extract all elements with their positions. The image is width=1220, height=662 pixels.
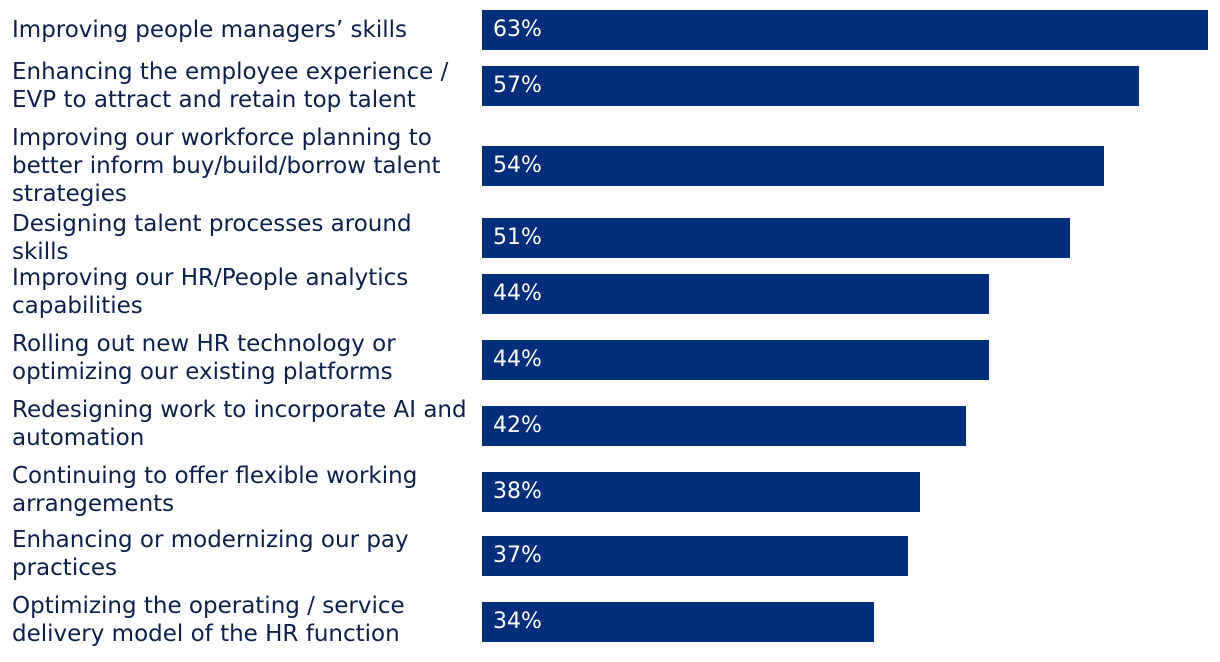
bar-value-label: 37% (493, 543, 542, 568)
bar: 51% (482, 218, 1070, 258)
bar: 42% (482, 406, 966, 446)
category-label: Improving our workforce planning to bett… (12, 125, 441, 207)
bar: 63% (482, 10, 1208, 50)
category-label: Redesigning work to incorporate AI and a… (12, 397, 467, 451)
bar-value-label: 54% (493, 153, 542, 178)
category-label: Continuing to offer flexible working arr… (12, 463, 418, 517)
category-label: Rolling out new HR technology or optimiz… (12, 331, 396, 385)
bar-value-label: 51% (493, 225, 542, 250)
bar: 44% (482, 274, 989, 314)
category-label: Enhancing or modernizing our pay practic… (12, 527, 409, 581)
bar-value-label: 34% (493, 609, 542, 634)
bar: 34% (482, 602, 874, 642)
bar: 57% (482, 66, 1139, 106)
bar-value-label: 44% (493, 347, 542, 372)
bar: 38% (482, 472, 920, 512)
bar: 54% (482, 146, 1104, 186)
category-label: Improving people managers’ skills (12, 17, 408, 43)
category-label: Enhancing the employee experience / EVP … (12, 59, 449, 113)
bar-value-label: 44% (493, 281, 542, 306)
bar-value-label: 63% (493, 17, 542, 42)
bar-value-label: 38% (493, 479, 542, 504)
bar: 37% (482, 536, 908, 576)
bar-value-label: 57% (493, 73, 542, 98)
bar-value-label: 42% (493, 413, 542, 438)
category-label: Optimizing the operating / service deliv… (12, 593, 405, 647)
category-label: Improving our HR/People analytics capabi… (12, 265, 409, 319)
category-label: Designing talent processes around skills (12, 211, 412, 265)
bar: 44% (482, 340, 989, 380)
